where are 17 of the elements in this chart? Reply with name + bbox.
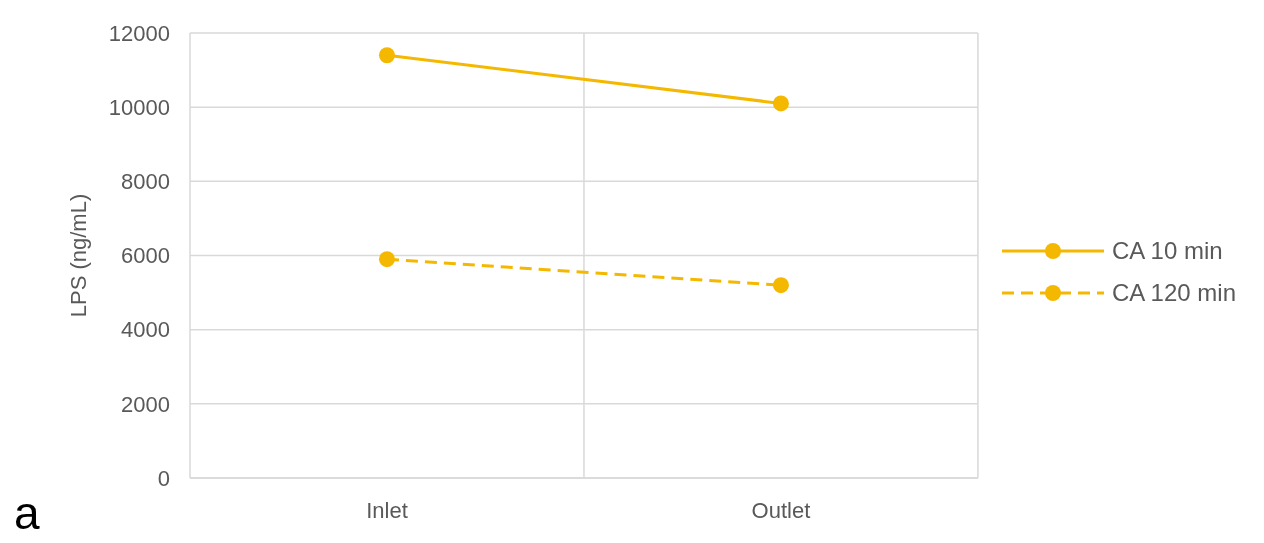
y-tick-label: 2000	[121, 391, 170, 417]
y-tick-label: 0	[157, 465, 170, 491]
y-tick-label: 10000	[108, 94, 170, 120]
point	[378, 251, 395, 268]
y-tick-label: 8000	[121, 169, 170, 195]
y-tick-label: 12000	[108, 20, 170, 46]
legend-label: CA 10 min	[1111, 236, 1223, 265]
y-tick-label: 4000	[121, 317, 170, 343]
x-tick-label: Outlet	[751, 497, 811, 523]
y-tick-label: 6000	[121, 243, 170, 269]
text: a	[14, 486, 40, 540]
y-axis-title: LPS (ng/mL)	[65, 193, 91, 318]
legend-label: CA 120 min	[1111, 278, 1236, 307]
point	[772, 277, 789, 294]
point	[772, 95, 789, 112]
point	[378, 47, 395, 64]
x-tick-label: Inlet	[366, 497, 408, 523]
